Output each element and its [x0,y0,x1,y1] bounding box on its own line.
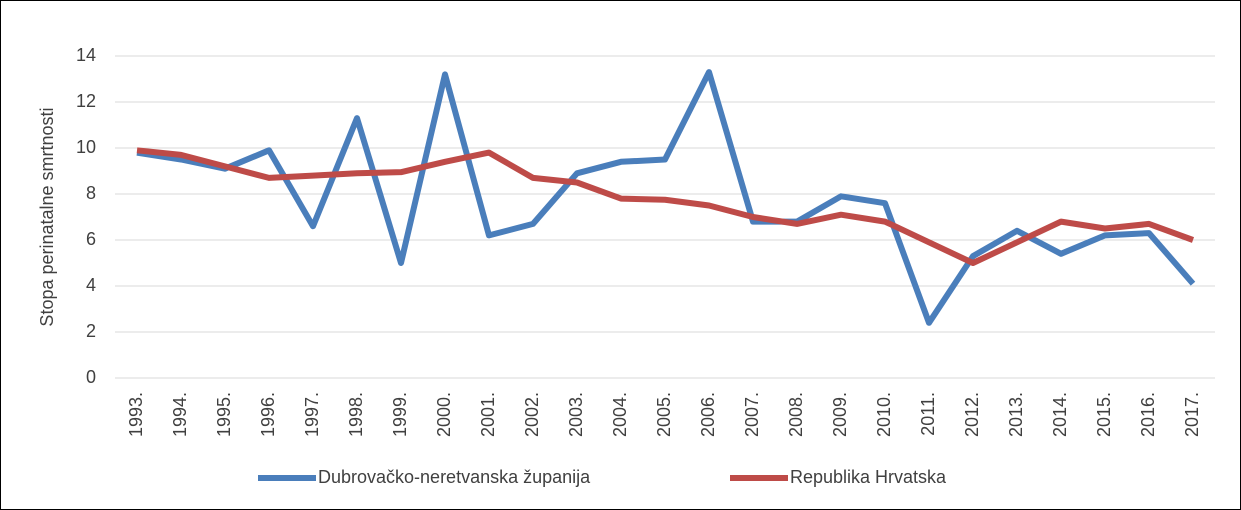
x-tick-label: 1997. [302,392,322,437]
x-tick-label: 2011. [918,392,938,436]
x-tick-label: 2016. [1138,392,1158,437]
x-tick-label: 1995. [214,392,234,437]
x-tick-label: 2000. [434,392,454,437]
x-tick-label: 1993. [126,392,146,437]
y-axis-label: Stopa perinatalne smrtnosti [37,107,57,326]
x-tick-label: 2014. [1050,392,1070,437]
legend-label: Republika Hrvatska [790,467,947,487]
series-line [136,69,1196,326]
x-tick-label: 2008. [786,392,806,437]
y-tick-label: 0 [86,367,96,387]
y-tick-label: 2 [86,321,96,341]
legend-label: Dubrovačko-neretvanska županija [318,467,591,487]
x-tick-label: 2006. [698,392,718,437]
y-tick-label: 14 [76,45,96,65]
x-tick-label: 2017. [1182,392,1202,437]
y-tick-label: 6 [86,229,96,249]
x-tick-label: 2009. [830,392,850,437]
x-tick-label: 1998. [346,392,366,437]
x-tick-label: 2005. [654,392,674,437]
y-tick-label: 8 [86,183,96,203]
y-tick-label: 4 [86,275,96,295]
y-tick-label: 10 [76,137,96,157]
x-tick-label: 1996. [258,392,278,437]
x-tick-label: 2004. [610,392,630,437]
series-line [136,147,1195,266]
x-tick-label: 1994. [170,392,190,437]
x-tick-label: 2010. [874,392,894,437]
y-tick-label: 12 [76,91,96,111]
x-tick-label: 2012. [962,392,982,437]
x-tick-label: 2002. [522,392,542,437]
x-tick-label: 2003. [566,392,586,437]
x-tick-label: 1999. [390,392,410,437]
x-tick-label: 2007. [742,392,762,437]
x-tick-label: 2015. [1094,392,1114,437]
x-tick-label: 2001. [478,392,498,437]
x-tick-label: 2013. [1006,392,1026,437]
